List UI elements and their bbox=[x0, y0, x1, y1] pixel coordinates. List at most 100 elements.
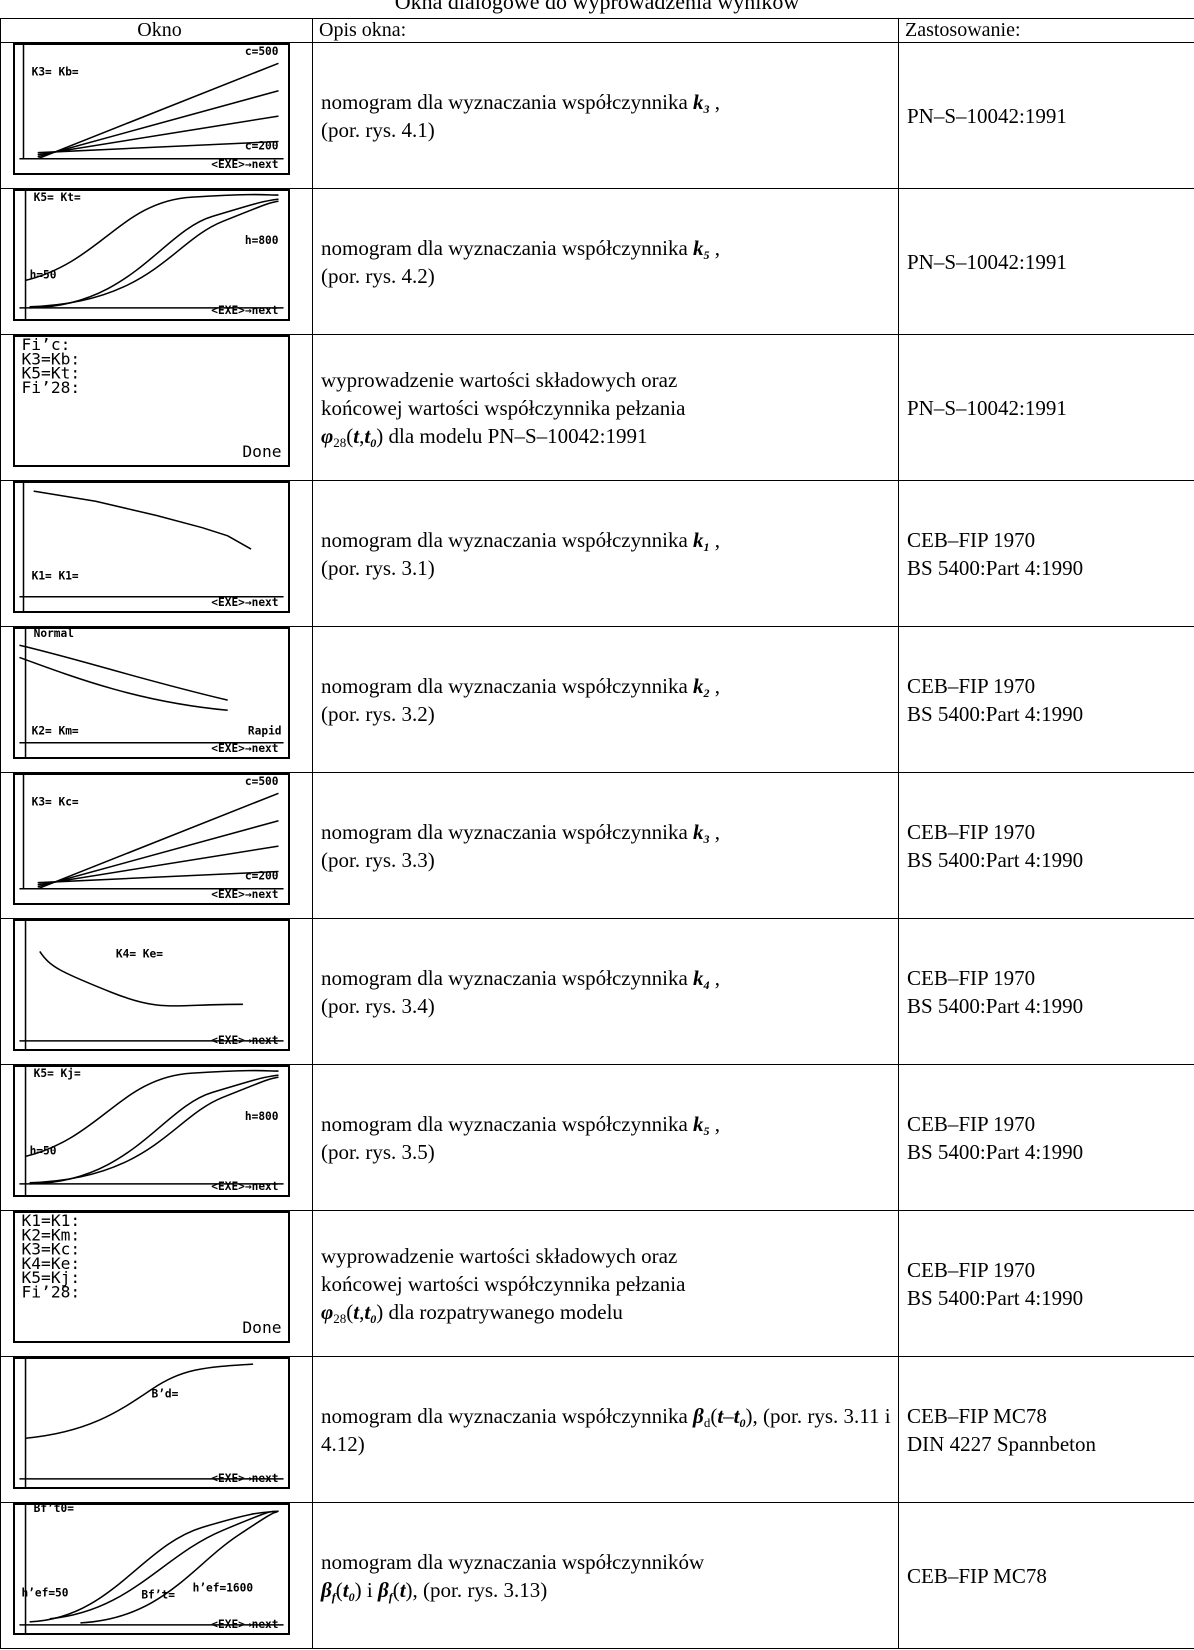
screen-text: B’d= bbox=[152, 1388, 179, 1401]
usage-text: BS 5400:Part 4:1990 bbox=[907, 556, 1083, 580]
screen-text: h=800 bbox=[245, 234, 279, 247]
description-text: nomogram dla wyznaczania współczynnika bbox=[321, 236, 693, 260]
window-cell: K3= Kb=c=500c=200<EXE>→next bbox=[1, 43, 313, 189]
usage-text: CEB–FIP MC78 bbox=[907, 1564, 1047, 1588]
description-text: nomogram dla wyznaczania współczynników bbox=[321, 1550, 704, 1574]
usage-text: BS 5400:Part 4:1990 bbox=[907, 702, 1083, 726]
description-text: – bbox=[723, 1404, 734, 1428]
usage-text: BS 5400:Part 4:1990 bbox=[907, 994, 1083, 1018]
calculator-screen: Fi’c:K3=Kb:K5=Kt:Fi’28:Done bbox=[13, 335, 290, 467]
description-text: dla modelu PN–S–10042:1991 bbox=[383, 424, 647, 448]
window-cell: K1= K1=<EXE>→next bbox=[1, 481, 313, 627]
description-text: 28 bbox=[333, 1311, 346, 1326]
screen-text: h=50 bbox=[30, 268, 57, 281]
usage-cell: CEB–FIP 1970 BS 5400:Part 4:1990 bbox=[899, 919, 1194, 1065]
description-text: nomogram dla wyznaczania współczynnika bbox=[321, 674, 693, 698]
calculator-screen: K1=K1:K2=Km:K3=Kc:K4=Ke:K5=Kj:Fi’28:Done bbox=[13, 1211, 290, 1343]
table-row: K5= Kt=h=800h=50<EXE>→nextnomogram dla w… bbox=[1, 189, 1194, 335]
description-cell: nomogram dla wyznaczania współczynnika k… bbox=[313, 1065, 899, 1211]
screen-text: K3= Kc= bbox=[32, 795, 79, 808]
calculator-screen: NormalK2= Km=Rapid<EXE>→next bbox=[13, 627, 290, 759]
usage-text: CEB–FIP 1970 bbox=[907, 674, 1035, 698]
screen-text: Done bbox=[242, 1318, 281, 1337]
screen-text: Bf’t= bbox=[141, 1588, 175, 1601]
screen-text: Fi’28: bbox=[21, 1282, 80, 1301]
screen-text: Bf’t0= bbox=[34, 1503, 75, 1515]
usage-text: BS 5400:Part 4:1990 bbox=[907, 848, 1083, 872]
description-text: wyprowadzenie wartości składowych oraz bbox=[321, 1244, 677, 1268]
description-text: , bbox=[710, 90, 721, 114]
description-text: wyprowadzenie wartości składowych oraz bbox=[321, 368, 677, 392]
table-row: K1=K1:K2=Km:K3=Kc:K4=Ke:K5=Kj:Fi’28:Done… bbox=[1, 1211, 1194, 1357]
screen-curve bbox=[38, 116, 279, 155]
window-cell: NormalK2= Km=Rapid<EXE>→next bbox=[1, 627, 313, 773]
description-text: , bbox=[710, 966, 721, 990]
window-cell: K5= Kj=h=800h=50<EXE>→next bbox=[1, 1065, 313, 1211]
screen-curve bbox=[26, 1364, 254, 1438]
description-text: φ bbox=[321, 424, 333, 448]
usage-cell: PN–S–10042:1991 bbox=[899, 335, 1194, 481]
table-row: Bf’t0=h’ef=1600h’ef=50Bf’t=<EXE>→nextnom… bbox=[1, 1503, 1194, 1649]
description-text: k bbox=[693, 236, 704, 260]
window-cell: K1=K1:K2=Km:K3=Kc:K4=Ke:K5=Kj:Fi’28:Done bbox=[1, 1211, 313, 1357]
caption: Okna dialogowe do wyprowadzenia wyników bbox=[0, 0, 1194, 15]
page: Okna dialogowe do wyprowadzenia wyników … bbox=[0, 0, 1194, 1650]
description-text: (por. rys. 4.1) bbox=[321, 118, 435, 142]
window-cell: Bf’t0=h’ef=1600h’ef=50Bf’t=<EXE>→next bbox=[1, 1503, 313, 1649]
description-text: ) i bbox=[355, 1578, 378, 1602]
usage-text: BS 5400:Part 4:1990 bbox=[907, 1286, 1083, 1310]
screen-text: Done bbox=[242, 442, 281, 461]
usage-text: CEB–FIP 1970 bbox=[907, 820, 1035, 844]
screen-text: <EXE>→next bbox=[211, 158, 278, 171]
screen-text: <EXE>→next bbox=[211, 1472, 278, 1485]
usage-text: CEB–FIP 1970 bbox=[907, 966, 1035, 990]
usage-text: CEB–FIP MC78 bbox=[907, 1404, 1047, 1428]
description-text: nomogram dla wyznaczania współczynnika bbox=[321, 966, 693, 990]
header-cell: Okno bbox=[1, 19, 313, 43]
screen-text: Rapid bbox=[248, 725, 282, 738]
description-text: k bbox=[693, 966, 704, 990]
usage-text: DIN 4227 Spannbeton bbox=[907, 1432, 1096, 1456]
usage-text: PN–S–10042:1991 bbox=[907, 250, 1067, 274]
screen-text: h’ef=1600 bbox=[193, 1581, 254, 1594]
description-text: (por. rys. 3.3) bbox=[321, 848, 435, 872]
usage-cell: PN–S–10042:1991 bbox=[899, 43, 1194, 189]
description-text: , bbox=[710, 820, 721, 844]
description-cell: nomogram dla wyznaczania współczynnika k… bbox=[313, 481, 899, 627]
description-text: (por. rys. 3.2) bbox=[321, 702, 435, 726]
description-text: k bbox=[693, 1112, 704, 1136]
screen-text: <EXE>→next bbox=[211, 1034, 278, 1047]
screen-text: K4= Ke= bbox=[116, 948, 163, 961]
usage-cell: CEB–FIP MC78 bbox=[899, 1503, 1194, 1649]
screen-text: K5= Kj= bbox=[34, 1067, 81, 1080]
screen-text: <EXE>→next bbox=[211, 304, 278, 317]
screen-curve bbox=[34, 491, 251, 549]
header-cell: Zastosowanie: bbox=[899, 19, 1194, 43]
description-text: , bbox=[710, 1112, 721, 1136]
screen-text: K2= Km= bbox=[32, 725, 79, 738]
calculator-screen: K4= Ke= <EXE>→next bbox=[13, 919, 290, 1051]
screen-curve bbox=[30, 201, 279, 307]
description-text: ( bbox=[393, 1578, 400, 1602]
screen-text: <EXE>→next bbox=[211, 742, 278, 755]
usage-text: PN–S–10042:1991 bbox=[907, 104, 1067, 128]
usage-text: PN–S–10042:1991 bbox=[907, 396, 1067, 420]
screen-curve bbox=[30, 1077, 279, 1183]
window-cell: B’d= <EXE>→next bbox=[1, 1357, 313, 1503]
header-row: Okno Opis okna: Zastosowanie: bbox=[1, 19, 1194, 43]
usage-text: CEB–FIP 1970 bbox=[907, 528, 1035, 552]
usage-text: CEB–FIP 1970 bbox=[907, 1112, 1035, 1136]
description-text: nomogram dla wyznaczania współczynnika bbox=[321, 90, 693, 114]
screen-text: h’ef=50 bbox=[21, 1586, 68, 1599]
description-text: ( bbox=[336, 1578, 343, 1602]
description-text: k bbox=[693, 528, 704, 552]
usage-cell: CEB–FIP 1970 BS 5400:Part 4:1990 bbox=[899, 773, 1194, 919]
screen-curve bbox=[19, 657, 227, 710]
